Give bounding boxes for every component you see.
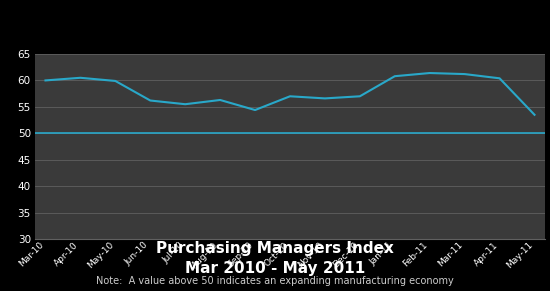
Text: Mar 2010 - May 2011: Mar 2010 - May 2011 [185, 261, 365, 276]
Text: Purchasing Managers Index: Purchasing Managers Index [156, 241, 394, 256]
Text: Note:  A value above 50 indicates an expanding manufacturing economy: Note: A value above 50 indicates an expa… [96, 276, 454, 286]
